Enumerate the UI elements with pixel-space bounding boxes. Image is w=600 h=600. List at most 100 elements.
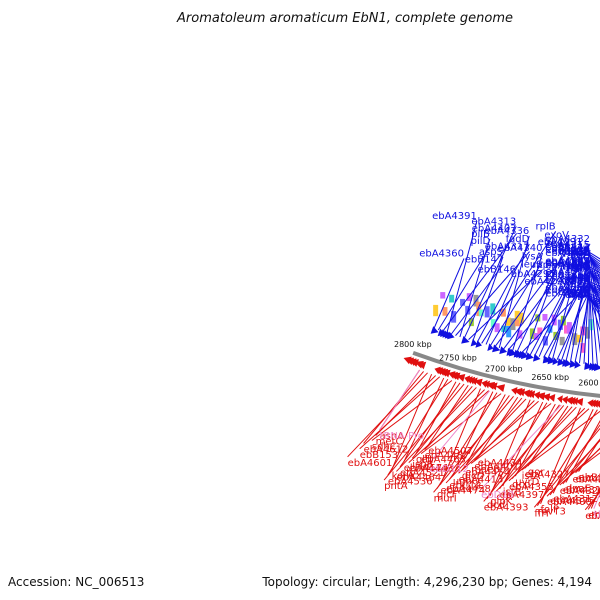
forward-gene-label: rplB: [536, 221, 556, 232]
cog-category-block: [576, 334, 582, 343]
forward-gene-label: ebA4246: [545, 288, 590, 299]
forward-gene-label: ileS: [572, 247, 590, 258]
reverse-gene-arrow: [406, 357, 415, 366]
reverse-gene-label: ffH: [534, 508, 548, 519]
forward-gene-label: ebA4466: [545, 248, 590, 259]
label-connector: [498, 235, 530, 349]
reverse-gene-label: ebA4397: [500, 490, 545, 501]
cog-category-block: [542, 313, 548, 321]
cog-category-block: [484, 306, 490, 318]
forward-gene-label: metG: [562, 261, 590, 272]
label-connector: [572, 452, 600, 474]
reverse-gene-label: ebA4393: [484, 502, 529, 513]
label-connector: [502, 401, 544, 487]
reverse-gene-label: ebA4458: [446, 484, 491, 495]
label-connector: [383, 383, 465, 481]
cog-category-block: [533, 333, 539, 341]
reverse-gene-label: folP: [541, 505, 559, 516]
reverse-gene-label: asnA: [380, 431, 405, 442]
reverse-gene-label: ebA4401: [474, 462, 519, 473]
reverse-gene-label: ebC12: [449, 480, 481, 491]
reverse-gene-label: ebA4464: [396, 472, 441, 483]
label-connector: [521, 410, 600, 471]
reverse-gene-label: ebA4612: [364, 444, 409, 455]
reverse-gene-label: ebA4326: [560, 486, 600, 497]
reverse-gene-label: pntA: [384, 481, 408, 492]
forward-gene-arrow: [487, 343, 494, 352]
reverse-gene-label: gcp: [512, 480, 530, 491]
reverse-gene-label: gltJ: [416, 455, 432, 466]
reverse-gene-label: glpK: [490, 497, 512, 508]
label-connector: [470, 403, 552, 464]
forward-gene-label: tst: [577, 276, 590, 287]
reverse-gene-arrow: [441, 369, 451, 378]
forward-gene-arrow: [430, 326, 439, 334]
cog-category-block: [506, 325, 512, 338]
reverse-gene-label: ugpQ: [453, 477, 480, 488]
reverse-gene-label: ispB: [412, 459, 433, 470]
label-connector: [371, 380, 453, 441]
cog-category-block: [529, 328, 535, 339]
reverse-gene-arrow: [481, 380, 488, 388]
cog-category-block: [460, 298, 466, 306]
label-connector: [583, 265, 591, 364]
reverse-gene-label: dnaE: [566, 484, 591, 495]
label-connector: [359, 376, 441, 450]
reverse-gene-label: ebB153: [360, 450, 398, 461]
cog-category-block: [566, 322, 572, 334]
forward-gene-label: clpA: [569, 262, 591, 273]
cog-category-block: [442, 307, 448, 316]
label-connector: [512, 252, 543, 352]
label-connector: [459, 238, 491, 338]
label-connector: [533, 427, 600, 508]
cog-category-block: [519, 312, 525, 324]
reverse-gene-label: ebA4327: [525, 469, 570, 480]
cog-category-block: [564, 325, 570, 334]
reverse-gene-label: ebA4312: [553, 494, 598, 505]
forward-gene-label: hyfI: [571, 260, 590, 271]
label-connector: [489, 399, 531, 496]
reverse-gene-arrow: [548, 394, 556, 402]
forward-gene-label: fadD: [506, 234, 530, 245]
forward-gene-label: ebA4217: [545, 271, 590, 282]
label-connector: [433, 396, 514, 493]
label-connector: [495, 406, 577, 492]
cog-category-block: [505, 317, 511, 326]
label-connector: [445, 398, 527, 484]
reverse-gene-label: ebA4574: [404, 463, 449, 474]
forward-gene-label: pilB: [471, 229, 490, 240]
cog-category-block: [557, 319, 563, 330]
forward-gene-label: ebA4285: [545, 283, 590, 294]
label-connector: [433, 258, 465, 329]
forward-gene-label: ebA4332: [545, 234, 590, 245]
forward-gene-arrow: [569, 359, 578, 368]
forward-gene-label: aspS: [479, 247, 503, 258]
forward-gene-arrow: [547, 356, 556, 365]
forward-gene-label: rpoH: [566, 244, 590, 255]
genome-backbone-ring: [412, 351, 600, 398]
forward-gene-label: dctS: [568, 246, 590, 257]
forward-gene-label: thyA: [567, 290, 590, 301]
reverse-gene-arrow: [418, 361, 427, 370]
forward-gene-label: ahpC: [564, 275, 590, 286]
reverse-gene-label: ebA4507: [428, 446, 473, 457]
label-connector: [552, 409, 594, 494]
forward-gene-arrow: [584, 361, 594, 370]
forward-gene-arrow: [499, 346, 508, 355]
reverse-gene-label: ebA4536: [388, 476, 433, 487]
label-connector: [575, 447, 600, 474]
label-connector: [529, 256, 583, 356]
forward-gene-label: corA: [567, 284, 590, 295]
reverse-gene-label: istA: [522, 471, 541, 482]
reverse-gene-label: ebA4454: [465, 468, 510, 479]
forward-gene-label: ompR: [561, 276, 590, 287]
label-connector: [546, 439, 600, 497]
forward-gene-label: hyfG: [566, 287, 590, 298]
label-connector: [486, 402, 548, 500]
reverse-gene-label: ebA4434: [478, 458, 523, 469]
cog-category-block: [517, 330, 523, 339]
forward-gene-label: rpoE: [567, 272, 590, 283]
reverse-gene-label: ebA4400: [547, 497, 592, 508]
reverse-gene-label: ebA4413: [459, 474, 504, 485]
